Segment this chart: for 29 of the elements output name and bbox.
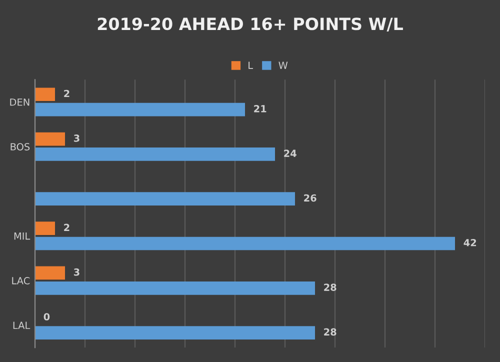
data-label: 0 [44,313,50,320]
data-label: 2 [64,224,70,231]
bar [35,236,455,250]
y-tick-label: LAC [12,277,30,284]
data-label: 26 [304,194,316,202]
data-label: 28 [324,284,336,291]
bar [35,192,295,206]
bar [35,326,315,340]
bar [35,222,55,235]
legend-label: W [278,62,288,69]
data-label: 42 [464,238,476,246]
legend-label: L [248,62,253,69]
bar [35,148,275,161]
y-tick-label: LAL [13,322,30,329]
data-label: 2 [64,90,70,98]
y-tick-label: BOS [10,143,30,150]
bar [35,281,315,295]
bar [35,266,65,280]
data-label: 24 [284,150,296,157]
chart-title: 2019-20 AHEAD 16+ POINTS W/L [98,18,403,32]
data-label: 21 [254,105,266,112]
data-label: 3 [74,268,80,276]
y-tick-label: DEN [10,98,30,106]
data-label: 28 [324,328,336,336]
bar [35,102,245,116]
y-tick-label: MIL [14,232,30,240]
data-label: 3 [74,134,80,142]
bar [35,132,65,146]
bar [35,88,55,102]
